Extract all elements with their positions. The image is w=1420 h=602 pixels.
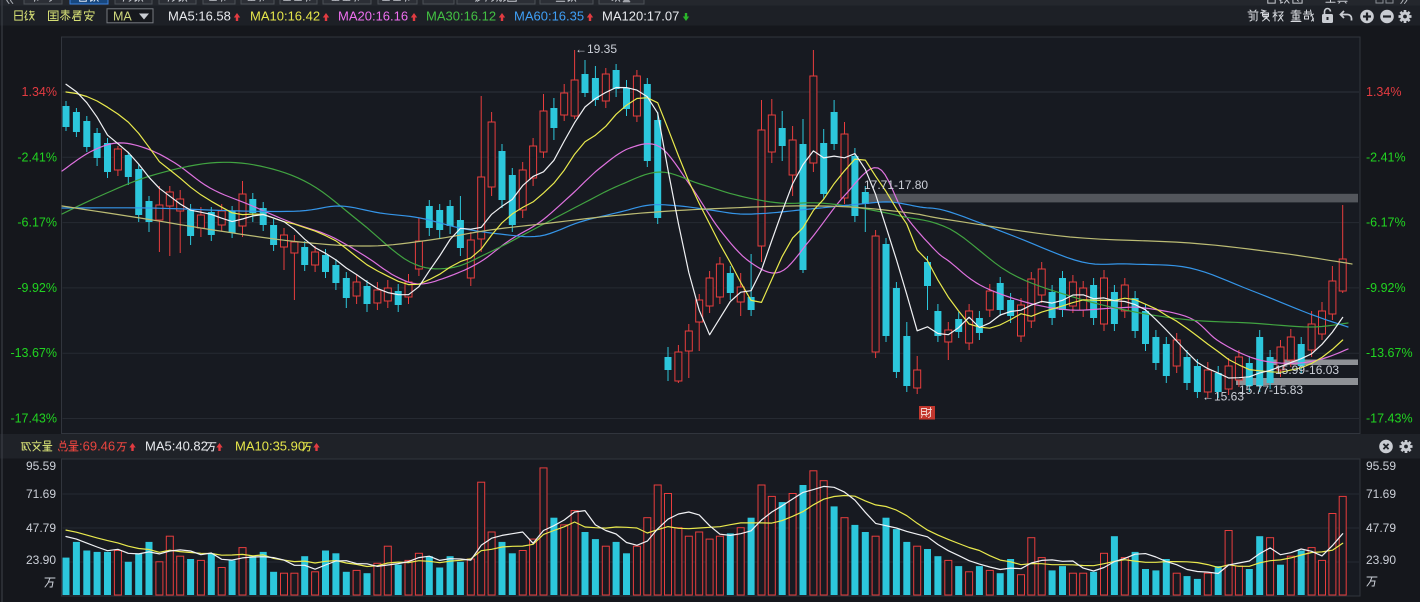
svg-text:17.71-17.80: 17.71-17.80 bbox=[864, 178, 928, 192]
svg-text:23.90: 23.90 bbox=[1366, 553, 1396, 567]
svg-text:-6.17%: -6.17% bbox=[1366, 216, 1406, 230]
svg-text:71.69: 71.69 bbox=[26, 487, 56, 501]
svg-text:←19.35: ←19.35 bbox=[575, 42, 617, 56]
svg-text:71.69: 71.69 bbox=[1366, 487, 1396, 501]
svg-text:23.90: 23.90 bbox=[26, 553, 56, 567]
svg-text:MA30:16.12: MA30:16.12 bbox=[426, 9, 496, 24]
svg-text:1.34%: 1.34% bbox=[1366, 85, 1401, 99]
svg-text:-13.67%: -13.67% bbox=[1366, 346, 1413, 360]
svg-text::69.46: :69.46 bbox=[79, 439, 115, 454]
svg-text:-13.67%: -13.67% bbox=[10, 346, 57, 360]
svg-text:-17.43%: -17.43% bbox=[1366, 412, 1413, 426]
svg-text:MA5:16.58: MA5:16.58 bbox=[168, 9, 231, 24]
svg-text:-9.92%: -9.92% bbox=[1366, 281, 1406, 295]
svg-text:MA60:16.35: MA60:16.35 bbox=[514, 9, 584, 24]
svg-text:MA20:16.16: MA20:16.16 bbox=[338, 9, 408, 24]
svg-text:MA10:16.42: MA10:16.42 bbox=[250, 9, 320, 24]
svg-text:47.79: 47.79 bbox=[1366, 521, 1396, 535]
svg-text:-9.92%: -9.92% bbox=[17, 281, 57, 295]
svg-text:MA120:17.07: MA120:17.07 bbox=[602, 9, 679, 24]
svg-text:-2.41%: -2.41% bbox=[17, 150, 57, 164]
svg-text:-17.43%: -17.43% bbox=[10, 412, 57, 426]
svg-text:15.99-16.03: 15.99-16.03 bbox=[1275, 363, 1339, 377]
svg-text:95.59: 95.59 bbox=[26, 459, 56, 473]
svg-text:MA: MA bbox=[113, 10, 132, 24]
svg-text:-2.41%: -2.41% bbox=[1366, 150, 1406, 164]
svg-text:MA10:35.90: MA10:35.90 bbox=[235, 439, 305, 454]
svg-text:←15.63: ←15.63 bbox=[1202, 390, 1244, 404]
svg-text:1.34%: 1.34% bbox=[22, 85, 57, 99]
svg-text:47.79: 47.79 bbox=[26, 521, 56, 535]
svg-text:-6.17%: -6.17% bbox=[17, 216, 57, 230]
svg-text:MA5:40.82: MA5:40.82 bbox=[145, 439, 208, 454]
svg-text:15.77-15.83: 15.77-15.83 bbox=[1239, 383, 1303, 397]
svg-text:95.59: 95.59 bbox=[1366, 459, 1396, 473]
